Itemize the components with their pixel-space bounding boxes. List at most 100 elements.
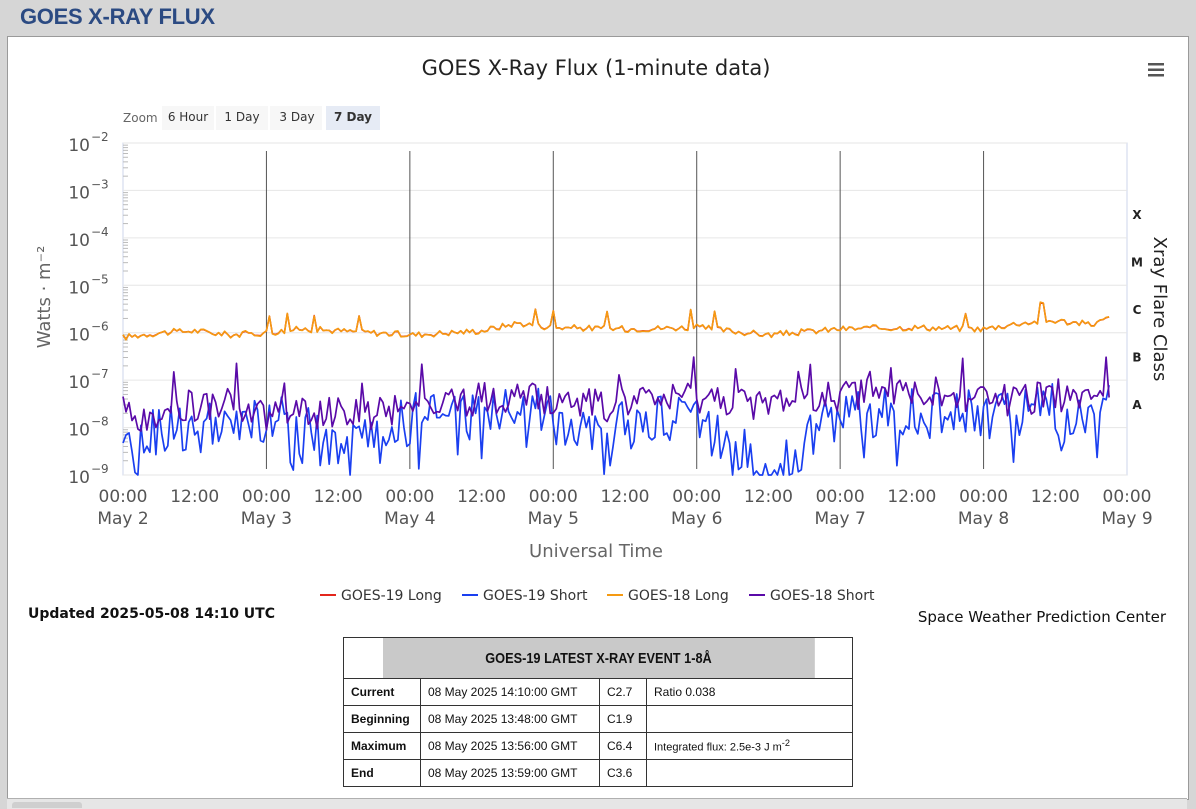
y-tick-label: 10 −8 <box>68 415 108 441</box>
plot-frame <box>122 142 1128 476</box>
page-header: GOES X-RAY FLUX <box>0 0 1196 36</box>
zoom-7-day-label: 7 Day <box>334 110 372 124</box>
legend-label: GOES-19 Long <box>341 588 442 604</box>
flare-class-b: B <box>1132 350 1141 364</box>
row-label: End <box>343 759 421 787</box>
zoom-6-hour-label: 6 Hour <box>168 110 208 124</box>
x-tick-date: May 5 <box>528 509 579 529</box>
y-tick-exponent: −7 <box>91 367 109 381</box>
y-tick-label: 10 −7 <box>68 367 108 393</box>
hamburger-menu-icon[interactable] <box>1144 59 1168 81</box>
row-label: Current <box>343 678 421 706</box>
x-tick-date: May 9 <box>1101 509 1152 529</box>
x-tick-label: 12:00 <box>457 487 506 507</box>
page-title: GOES X-RAY FLUX <box>20 4 215 29</box>
y-tick-exponent: −3 <box>91 177 109 191</box>
scrollbar-thumb[interactable] <box>12 802 82 808</box>
y-tick-base: 10 <box>68 231 90 251</box>
y-tick-exponent: −6 <box>91 320 109 334</box>
zoom-3-day-label: 3 Day <box>279 110 314 124</box>
y-tick-exponent: −2 <box>91 130 109 144</box>
flare-class-labels: X M C B A <box>1131 208 1143 412</box>
legend-item-goes-18-long[interactable]: GOES-18 Long <box>607 588 729 604</box>
row-class: C3.6 <box>599 759 647 787</box>
x-tick-time: 00:00 <box>242 487 291 507</box>
event-table-title: GOES-19 LATEST X-RAY EVENT 1-8Å <box>381 637 815 679</box>
legend-item-goes-18-short[interactable]: GOES-18 Short <box>749 588 875 604</box>
x-tick-time: 12:00 <box>314 487 363 507</box>
flare-class-a: A <box>1132 398 1142 412</box>
x-tick-label: 12:00 <box>314 487 363 507</box>
y-tick-exponent: −8 <box>91 415 109 429</box>
legend-label: GOES-19 Short <box>483 588 588 604</box>
flare-class-x: X <box>1132 208 1142 222</box>
y-tick-label: 10 −4 <box>68 225 108 251</box>
row-label: Maximum <box>343 732 421 760</box>
x-tick-time: 00:00 <box>1103 487 1152 507</box>
x-tick-time: 00:00 <box>99 487 148 507</box>
integrated-flux-exponent: -2 <box>781 738 790 749</box>
legend: GOES-19 Long GOES-19 Short GOES-18 Long GOE… <box>320 588 875 604</box>
row-time: 08 May 2025 13:56:00 GMT <box>420 732 600 760</box>
flare-class-c: C <box>1133 303 1142 317</box>
x-tick-date: May 7 <box>814 509 865 529</box>
x-tick-label: 12:00 <box>1031 487 1080 507</box>
xray-event-table: GOES-19 LATEST X-RAY EVENT 1-8Å Current … <box>343 637 853 787</box>
series-line-goes-18-short <box>122 356 1110 432</box>
updated-timestamp: Updated 2025-05-08 14:10 UTC <box>28 606 275 622</box>
y-tick-base: 10 <box>68 326 90 346</box>
integrated-flux-text: Integrated flux: 2.5e-3 J m <box>654 741 782 754</box>
y-tick-exponent: −5 <box>91 272 109 286</box>
table-row-current: Current 08 May 2025 14:10:00 GMT C2.7 Ra… <box>343 678 853 706</box>
y-tick-base: 10 <box>68 373 90 393</box>
row-time: 08 May 2025 14:10:00 GMT <box>420 678 600 706</box>
flare-class-m: M <box>1131 256 1143 270</box>
x-tick-label: 12:00 <box>170 487 219 507</box>
zoom-1-day-button[interactable]: 1 Day <box>216 106 268 130</box>
y-axis-ticks: 10−210−310−410−510−610−710−810−9 <box>68 130 108 488</box>
horizontal-scrollbar[interactable] <box>7 798 1187 809</box>
zoom-3-day-button[interactable]: 3 Day <box>270 106 322 130</box>
table-row-end: End 08 May 2025 13:59:00 GMT C3.6 <box>343 759 853 787</box>
x-tick-time: 00:00 <box>672 487 721 507</box>
legend-item-goes-19-long[interactable]: GOES-19 Long <box>320 588 442 604</box>
row-extra <box>646 759 853 787</box>
y-tick-base: 10 <box>68 183 90 203</box>
x-tick-time: 00:00 <box>385 487 434 507</box>
row-extra: Ratio 0.038 <box>646 678 853 706</box>
y-tick-base: 10 <box>68 136 90 156</box>
zoom-6-hour-button[interactable]: 6 Hour <box>162 106 214 130</box>
x-tick-time: 12:00 <box>1031 487 1080 507</box>
x-tick-time: 00:00 <box>529 487 578 507</box>
row-time: 08 May 2025 13:59:00 GMT <box>420 759 600 787</box>
x-tick-time: 00:00 <box>959 487 1008 507</box>
legend-item-goes-19-short[interactable]: GOES-19 Short <box>462 588 588 604</box>
x-tick-date: May 4 <box>384 509 435 529</box>
legend-label: GOES-18 Long <box>628 588 729 604</box>
x-tick-date: May 8 <box>958 509 1009 529</box>
row-label: Beginning <box>343 705 421 733</box>
x-tick-time: 12:00 <box>601 487 650 507</box>
y-tick-base: 10 <box>68 421 90 441</box>
xray-flux-chart: GOES X-Ray Flux (1-minute data) Zoom 6 H… <box>28 56 1170 626</box>
y-tick-exponent: −4 <box>91 225 109 239</box>
x-tick-time: 12:00 <box>744 487 793 507</box>
zoom-7-day-button[interactable]: 7 Day <box>326 106 380 130</box>
row-extra: Integrated flux: 2.5e-3 J m-2 <box>646 732 853 760</box>
series-lines <box>122 301 1110 476</box>
y-tick-exponent: −9 <box>91 462 109 476</box>
x-tick-label: 12:00 <box>601 487 650 507</box>
x-tick-time: 00:00 <box>816 487 865 507</box>
chart-panel: GOES X-Ray Flux (1-minute data) Zoom 6 H… <box>7 36 1189 800</box>
x-tick-time: 12:00 <box>887 487 936 507</box>
plot-area <box>122 142 1128 476</box>
x-tick-date: May 2 <box>97 509 148 529</box>
legend-label: GOES-18 Short <box>770 588 875 604</box>
x-tick-date: May 3 <box>241 509 292 529</box>
row-class: C2.7 <box>599 678 647 706</box>
row-time: 08 May 2025 13:48:00 GMT <box>420 705 600 733</box>
y-tick-label: 10 −2 <box>68 130 108 156</box>
table-row-beginning: Beginning 08 May 2025 13:48:00 GMT C1.9 <box>343 705 853 733</box>
